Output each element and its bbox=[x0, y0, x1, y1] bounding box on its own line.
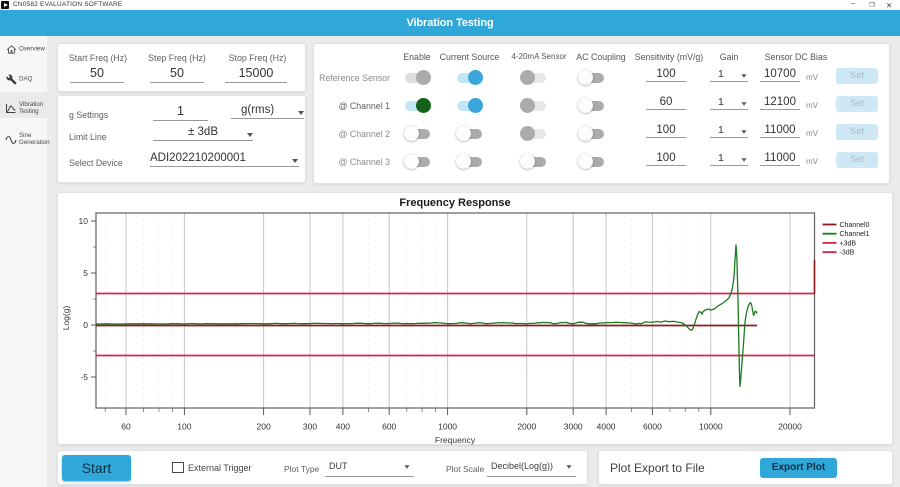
svg-text:60: 60 bbox=[121, 422, 131, 432]
svg-text:100: 100 bbox=[177, 422, 191, 432]
svg-text:Log(g): Log(g) bbox=[61, 306, 71, 331]
svg-text:300: 300 bbox=[303, 422, 317, 432]
svg-text:Frequency Response: Frequency Response bbox=[399, 197, 510, 209]
svg-text:5: 5 bbox=[83, 268, 88, 278]
svg-text:600: 600 bbox=[382, 422, 396, 432]
svg-text:-3dB: -3dB bbox=[840, 250, 855, 257]
svg-text:6000: 6000 bbox=[643, 422, 662, 432]
svg-text:Channel1: Channel1 bbox=[840, 231, 870, 238]
svg-text:0: 0 bbox=[83, 320, 88, 330]
svg-text:400: 400 bbox=[336, 422, 350, 432]
svg-text:+3dB: +3dB bbox=[840, 240, 857, 247]
svg-text:4000: 4000 bbox=[597, 422, 616, 432]
svg-text:-5: -5 bbox=[80, 372, 88, 382]
svg-text:3000: 3000 bbox=[564, 422, 583, 432]
svg-text:20000: 20000 bbox=[778, 422, 802, 432]
svg-text:1000: 1000 bbox=[438, 422, 457, 432]
svg-text:Channel0: Channel0 bbox=[840, 222, 870, 229]
svg-text:2000: 2000 bbox=[517, 422, 536, 432]
svg-text:10000: 10000 bbox=[699, 422, 723, 432]
svg-text:200: 200 bbox=[257, 422, 271, 432]
svg-text:10: 10 bbox=[79, 216, 89, 226]
svg-text:Frequency: Frequency bbox=[435, 435, 476, 445]
